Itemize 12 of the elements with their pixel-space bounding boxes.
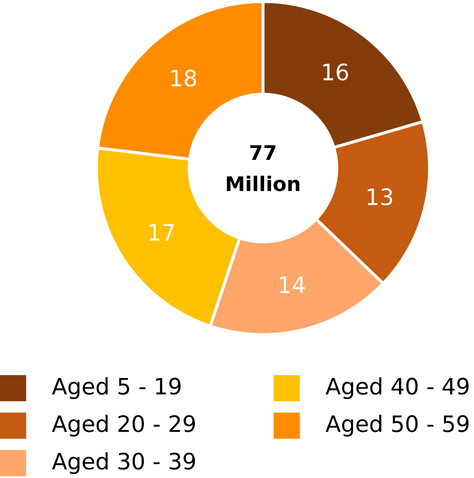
data-label: 18	[171, 70, 196, 87]
legend-label: Aged 50 - 59	[326, 414, 469, 437]
data-label: 13	[368, 188, 392, 206]
data-label: 17	[149, 224, 174, 240]
data-label: 14	[280, 276, 305, 293]
text: 77	[250, 145, 276, 160]
legend-label: Aged 20 - 29	[52, 414, 195, 437]
data-label: 16	[323, 63, 348, 81]
legend-label: Aged 5 - 19	[52, 377, 181, 400]
text: Million	[226, 176, 300, 192]
legend-label: Aged 40 - 49	[326, 377, 469, 400]
legend-label: Aged 30 - 39	[52, 452, 195, 474]
